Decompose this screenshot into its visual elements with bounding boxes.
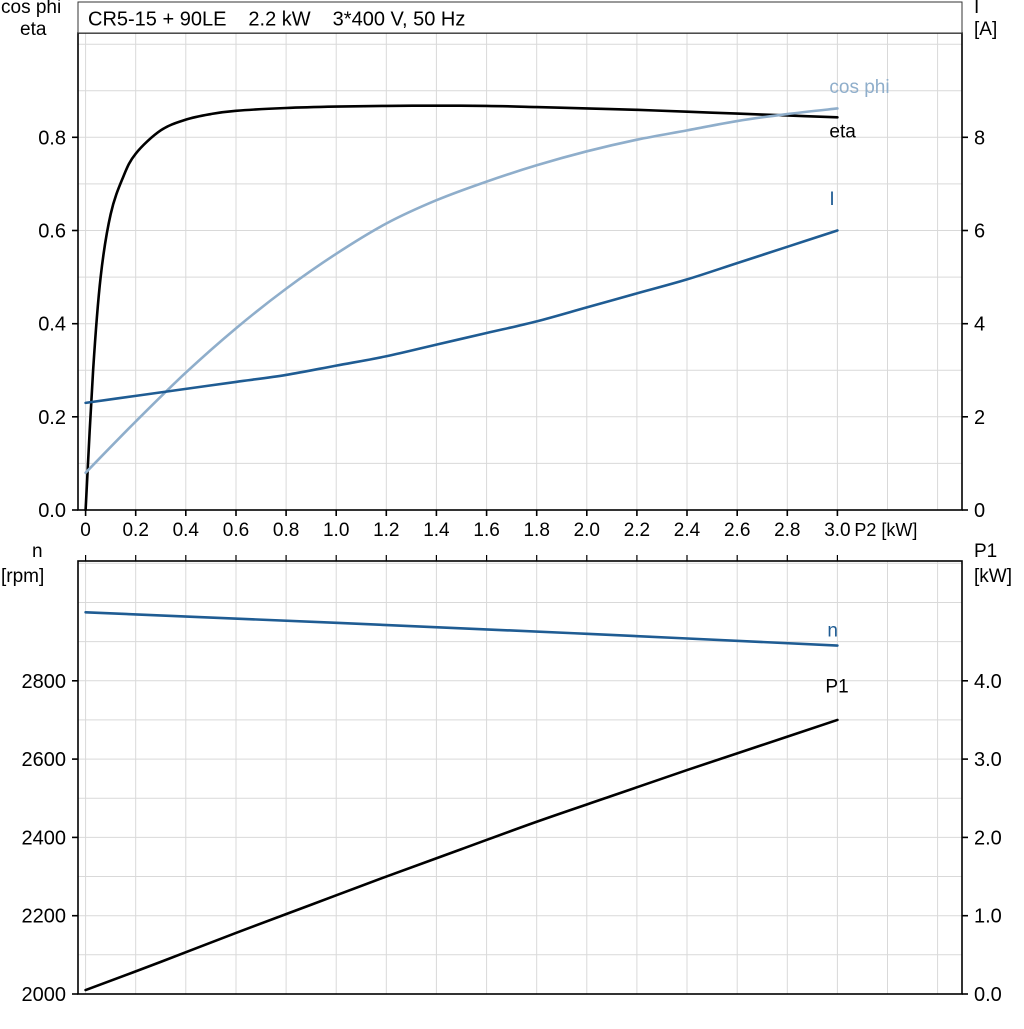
svg-text:0.4: 0.4 [173, 520, 200, 541]
svg-text:2: 2 [974, 407, 985, 429]
svg-text:cos phi: cos phi [1, 0, 61, 18]
svg-text:1.0: 1.0 [974, 906, 1002, 928]
svg-text:2600: 2600 [22, 749, 67, 771]
svg-text:0.2: 0.2 [38, 407, 66, 429]
svg-text:P1: P1 [974, 541, 997, 562]
svg-text:0.2: 0.2 [122, 520, 148, 541]
svg-text:0.8: 0.8 [273, 520, 299, 541]
svg-text:eta: eta [20, 19, 47, 40]
svg-text:1.0: 1.0 [323, 520, 349, 541]
svg-text:2.0: 2.0 [574, 520, 600, 541]
svg-text:1.6: 1.6 [473, 520, 499, 541]
svg-text:P2 [kW]: P2 [kW] [854, 520, 917, 540]
svg-text:0.8: 0.8 [38, 127, 66, 149]
svg-text:0.0: 0.0 [38, 500, 66, 522]
svg-text:[A]: [A] [974, 19, 997, 40]
svg-text:2200: 2200 [22, 906, 67, 928]
svg-text:0.0: 0.0 [974, 984, 1002, 1006]
svg-text:8: 8 [974, 127, 985, 149]
svg-text:4.0: 4.0 [974, 671, 1002, 693]
svg-text:n: n [827, 621, 838, 642]
svg-text:0.6: 0.6 [223, 520, 249, 541]
svg-text:0.6: 0.6 [38, 221, 66, 243]
svg-text:cos phi: cos phi [829, 77, 889, 98]
svg-text:[kW]: [kW] [974, 566, 1012, 587]
svg-text:3.0: 3.0 [824, 520, 850, 541]
svg-text:I: I [829, 189, 834, 210]
svg-text:n: n [32, 541, 43, 562]
svg-text:2.0: 2.0 [974, 827, 1002, 849]
svg-text:2.2: 2.2 [624, 520, 650, 541]
svg-text:0.4: 0.4 [38, 314, 66, 336]
svg-text:2.8: 2.8 [774, 520, 800, 541]
svg-text:2000: 2000 [22, 984, 67, 1006]
svg-text:6: 6 [974, 221, 985, 243]
svg-text:1.8: 1.8 [523, 520, 549, 541]
svg-text:2800: 2800 [22, 671, 67, 693]
svg-text:P1: P1 [825, 677, 848, 698]
svg-text:2400: 2400 [22, 827, 67, 849]
svg-text:4: 4 [974, 314, 985, 336]
svg-text:2.4: 2.4 [674, 520, 701, 541]
svg-text:I: I [974, 0, 979, 18]
svg-text:2.6: 2.6 [724, 520, 750, 541]
svg-text:1.2: 1.2 [373, 520, 399, 541]
svg-text:1.4: 1.4 [423, 520, 450, 541]
svg-text:3.0: 3.0 [974, 749, 1002, 771]
svg-text:eta: eta [829, 121, 856, 142]
svg-text:0: 0 [80, 520, 91, 541]
svg-text:[rpm]: [rpm] [1, 566, 44, 587]
svg-text:0: 0 [974, 500, 985, 522]
